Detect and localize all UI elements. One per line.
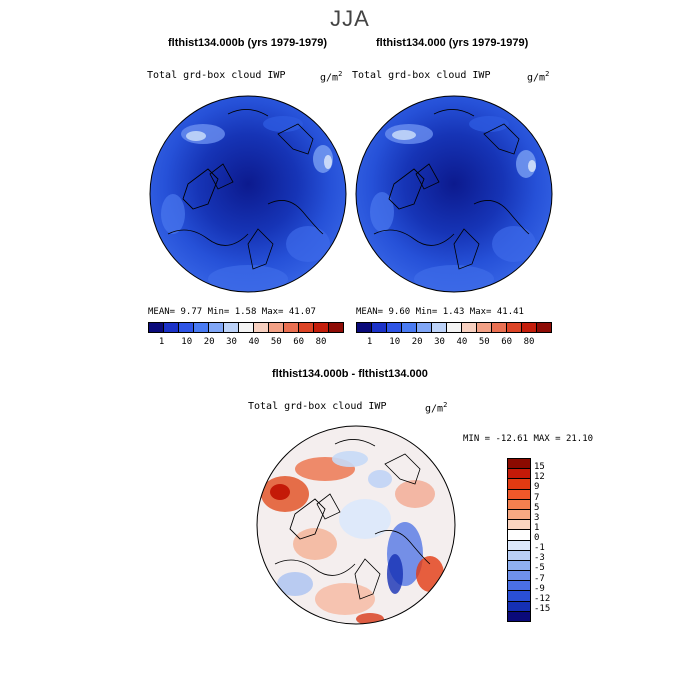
colorbar-swatch [508,591,530,602]
colorbar-tick-label: 30 [226,337,237,347]
stats-left: MEAN= 9.77 Min= 1.58 Max= 41.07 [148,307,316,317]
polar-map-right [355,95,553,293]
colorbar-tick-label: 50 [478,337,490,347]
colorbar-swatch [508,479,530,490]
season-title: JJA [330,6,370,31]
colorbar-swatch [269,323,284,332]
colorbar-tick-label: 40 [456,337,468,347]
colorbar-swatch [224,323,239,332]
colorbar-swatch [314,323,329,332]
colorbar-tick-label: 60 [501,337,513,347]
case-title-right: flthist134.000 (yrs 1979-1979) [376,37,529,49]
colorbar-tick-label: -3 [534,553,545,564]
colorbar-tick-label: 10 [181,337,193,347]
colorbar-right [356,322,552,333]
polar-map-difference [256,425,456,625]
diff-units-label: g/m2 [425,401,448,415]
colorbar-tick-label: -1 [534,543,545,554]
colorbar-swatch [508,520,530,531]
colorbar-swatch [149,323,164,332]
colorbar-swatch [357,323,372,332]
colorbar-swatch [329,323,343,332]
colorbar-tick-label: 7 [534,492,540,503]
colorbar-swatch [508,571,530,582]
colorbar-tick-label: 0 [534,533,540,543]
diff-minmax: MIN = -12.61 MAX = 21.10 [463,434,594,444]
colorbar-swatch [179,323,194,332]
colorbar-swatch [417,323,432,332]
diff-field-label: Total grd-box cloud IWP [248,401,387,412]
colorbar-swatch [432,323,447,332]
colorbar-swatch [254,323,269,332]
diff-title: flthist134.000b - flthist134.000 [272,368,428,380]
colorbar-swatch [508,459,530,470]
colorbar-swatch [447,323,462,332]
colorbar-swatch [164,323,179,332]
colorbar-swatch [492,323,507,332]
colorbar-swatch [508,530,530,541]
colorbar-ticks-difference: 15 12 9 7 5 3 1 0 -1 -3 -5 -7 -9 -12 -15 [534,458,574,622]
polar-map-left [149,95,347,293]
case-title-left: flthist134.000b (yrs 1979-1979) [168,37,327,49]
colorbar-ticks-left: 1 10 20 30 40 50 60 80 [148,337,344,349]
colorbar-swatch [508,499,530,510]
colorbar-tick-label: 1 [158,337,165,347]
colorbar-tick-label: -12 [534,593,551,604]
colorbar-swatch [508,509,530,521]
colorbar-swatch [537,323,551,332]
colorbar-swatch [209,323,224,332]
colorbar-tick-label: 20 [203,337,215,347]
colorbar-tick-label: 9 [534,482,540,493]
colorbar-tick-label: 15 [534,462,545,473]
colorbar-tick-label: 1 [366,337,373,347]
colorbar-tick-label: 5 [534,502,540,513]
colorbar-swatch [507,323,522,332]
colorbar-tick-label: 20 [411,337,423,347]
colorbar-swatch [284,323,299,332]
colorbar-swatch [508,540,530,551]
units-label-right: g/m2 [527,70,550,84]
colorbar-left [148,322,344,333]
colorbar-swatch [387,323,402,332]
colorbar-tick-label: 30 [434,337,445,347]
field-label-left: Total grd-box cloud IWP [147,70,286,81]
colorbar-tick-label: 12 [534,472,545,483]
colorbar-tick-label: 50 [270,337,282,347]
colorbar-tick-label: 80 [523,337,535,347]
units-label-left: g/m2 [320,70,343,84]
colorbar-swatch [477,323,492,332]
colorbar-tick-label: 40 [248,337,260,347]
colorbar-tick-label: 3 [534,512,540,523]
colorbar-tick-label: 1 [534,522,540,533]
colorbar-swatch [372,323,387,332]
colorbar-tick-label: -15 [534,603,551,614]
colorbar-swatch [402,323,417,332]
colorbar-difference [507,458,531,622]
colorbar-swatch [462,323,477,332]
colorbar-swatch [508,469,530,480]
colorbar-swatch [508,611,530,621]
colorbar-swatch [299,323,314,332]
colorbar-swatch [508,601,530,612]
colorbar-swatch [239,323,254,332]
colorbar-tick-label: -7 [534,573,545,584]
colorbar-swatch [508,560,530,572]
colorbar-swatch [194,323,209,332]
stats-right: MEAN= 9.60 Min= 1.43 Max= 41.41 [356,307,524,317]
field-label-right: Total grd-box cloud IWP [352,70,491,81]
colorbar-tick-label: 60 [293,337,305,347]
colorbar-tick-label: -5 [534,563,545,574]
colorbar-swatch [508,581,530,592]
colorbar-swatch [508,489,530,500]
colorbar-swatch [522,323,537,332]
colorbar-tick-label: 10 [389,337,401,347]
colorbar-ticks-right: 1 10 20 30 40 50 60 80 [356,337,552,349]
colorbar-tick-label: -9 [534,583,545,594]
colorbar-swatch [508,550,530,561]
colorbar-tick-label: 80 [315,337,327,347]
